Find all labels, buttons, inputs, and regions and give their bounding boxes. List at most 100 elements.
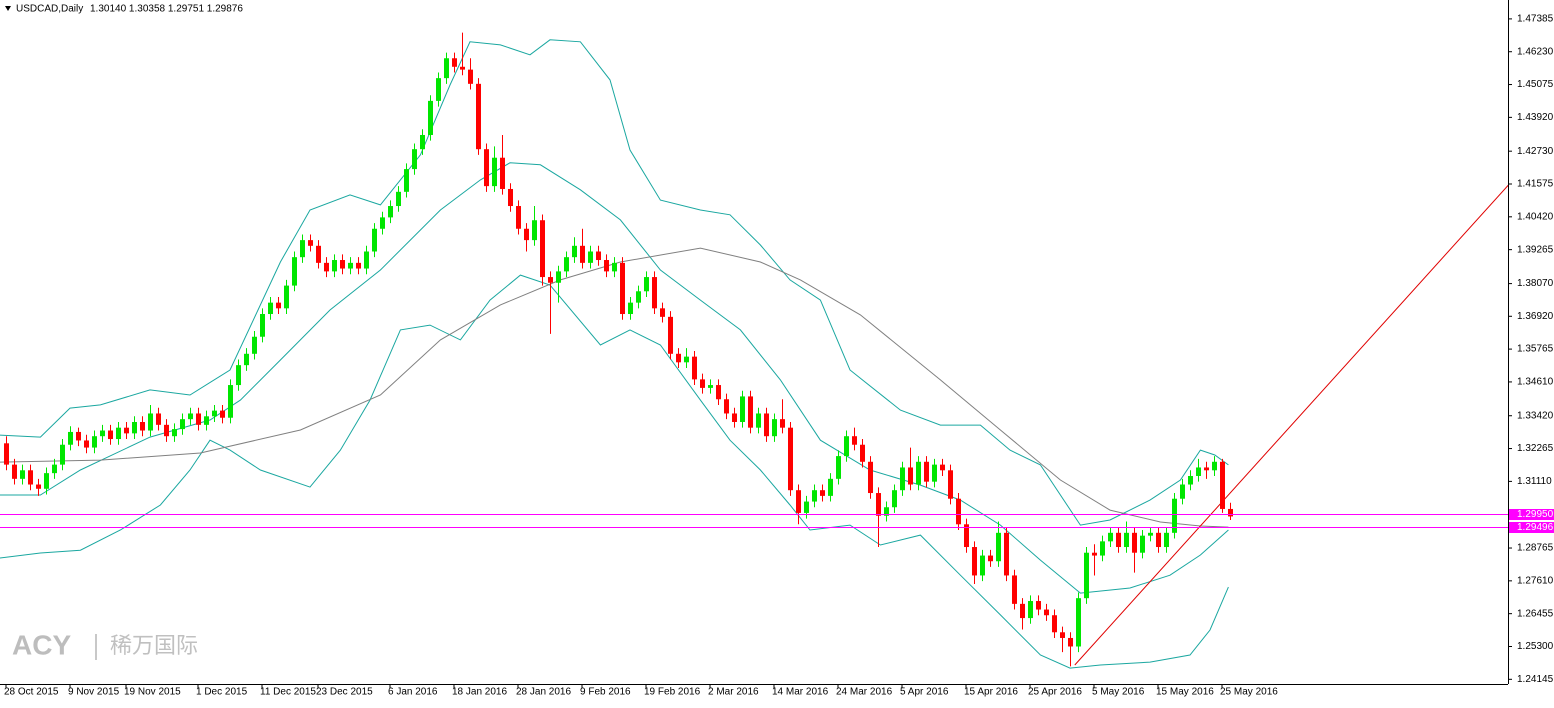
- candle-body: [252, 336, 257, 354]
- candle-body: [132, 421, 137, 434]
- candle-body: [1228, 508, 1233, 517]
- candle-body: [876, 493, 881, 516]
- candle-body: [524, 228, 529, 241]
- x-tick-label: 9 Feb 2016: [580, 687, 631, 698]
- x-tick-label: 14 Mar 2016: [772, 687, 829, 698]
- candle-body: [300, 240, 305, 258]
- y-tick-label: 1.24145: [1517, 674, 1554, 685]
- watermark-name: 稀万国际: [110, 633, 198, 658]
- candle-body: [420, 134, 425, 150]
- candle-body: [1092, 552, 1097, 556]
- chart-title: USDCAD,Daily: [16, 4, 83, 15]
- candle-body: [196, 413, 201, 425]
- candle-body: [476, 83, 481, 150]
- candle-body: [964, 524, 969, 548]
- y-tick-label: 1.27610: [1517, 575, 1554, 586]
- x-tick-label: 18 Jan 2016: [452, 687, 507, 698]
- candle-body: [228, 385, 233, 418]
- candle-body: [1124, 532, 1129, 548]
- candle-body: [12, 464, 17, 479]
- x-tick-label: 28 Oct 2015: [4, 687, 59, 698]
- level-label-box: [1509, 509, 1554, 520]
- candle-body: [628, 302, 633, 315]
- x-tick-label: 5 May 2016: [1092, 687, 1145, 698]
- candle-body: [972, 547, 977, 576]
- candle-body: [1068, 637, 1073, 647]
- candle-body: [244, 353, 249, 366]
- candle-body: [52, 464, 57, 474]
- candle-body: [684, 356, 689, 363]
- candle-body: [532, 220, 537, 241]
- candle-body: [716, 385, 721, 400]
- candle-body: [1188, 475, 1193, 485]
- candle-body: [396, 191, 401, 207]
- candle-body: [620, 262, 625, 315]
- candle-body: [1148, 532, 1153, 536]
- candle-body: [1116, 532, 1121, 548]
- x-tick-label: 5 Apr 2016: [900, 687, 949, 698]
- x-tick-label: 15 May 2016: [1156, 687, 1214, 698]
- candle-body: [356, 262, 361, 269]
- candle-body: [468, 69, 473, 84]
- x-tick-label: 2 Mar 2016: [708, 687, 759, 698]
- candle-body: [76, 431, 81, 441]
- candle-body: [1164, 532, 1169, 548]
- candle-body: [564, 257, 569, 272]
- x-tick-label: 23 Dec 2015: [316, 687, 373, 698]
- candle-body: [860, 444, 865, 462]
- candle-body: [500, 157, 505, 189]
- overlay-line: [0, 247, 1229, 528]
- x-tick-label: 9 Nov 2015: [68, 687, 120, 698]
- candle-body: [748, 396, 753, 428]
- candle-body: [332, 260, 337, 272]
- candle-body: [1004, 532, 1009, 576]
- x-tick-label: 25 May 2016: [1220, 687, 1278, 698]
- candle-body: [676, 353, 681, 363]
- candle-body: [340, 260, 345, 269]
- candle-body: [604, 260, 609, 272]
- candle-body: [60, 444, 65, 465]
- candle-body: [708, 385, 713, 388]
- y-tick-label: 1.43920: [1517, 112, 1554, 123]
- level-label-box: [1509, 522, 1554, 533]
- candle-body: [596, 251, 601, 261]
- y-tick-label: 1.25300: [1517, 641, 1554, 652]
- candle-body: [900, 467, 905, 491]
- candle-body: [308, 240, 313, 246]
- y-tick-label: 1.39265: [1517, 244, 1554, 255]
- candle-body: [724, 399, 729, 414]
- overlay-line: [1074, 184, 1508, 666]
- candle-body: [1180, 484, 1185, 499]
- candle-body: [820, 490, 825, 496]
- candle-body: [580, 245, 585, 263]
- y-tick-label: 1.33420: [1517, 410, 1554, 421]
- y-tick-label: 1.31110: [1517, 476, 1552, 487]
- candle-body: [692, 356, 697, 380]
- x-tick-label: 11 Dec 2015: [260, 687, 316, 698]
- candle-body: [588, 251, 593, 263]
- overlay-line: [0, 162, 1229, 594]
- level-label: 1.29950: [1517, 509, 1554, 520]
- candle-body: [1196, 467, 1201, 476]
- candle-body: [828, 478, 833, 496]
- candle-body: [844, 436, 849, 457]
- y-tick-label: 1.46230: [1517, 46, 1554, 57]
- candle-body: [412, 149, 417, 170]
- y-tick-label: 1.38070: [1517, 278, 1554, 289]
- candle-body: [324, 262, 329, 272]
- candle-body: [260, 314, 265, 337]
- candle-body: [164, 424, 169, 437]
- candle-body: [644, 277, 649, 292]
- candle-body: [484, 149, 489, 187]
- candle-body: [1204, 467, 1209, 471]
- candle-body: [452, 58, 457, 67]
- candle-body: [1140, 535, 1145, 553]
- candle-body: [276, 302, 281, 309]
- candle-body: [780, 419, 785, 428]
- candle-body: [428, 100, 433, 135]
- x-tick-label: 25 Apr 2016: [1028, 687, 1082, 698]
- candle-body: [1028, 601, 1033, 619]
